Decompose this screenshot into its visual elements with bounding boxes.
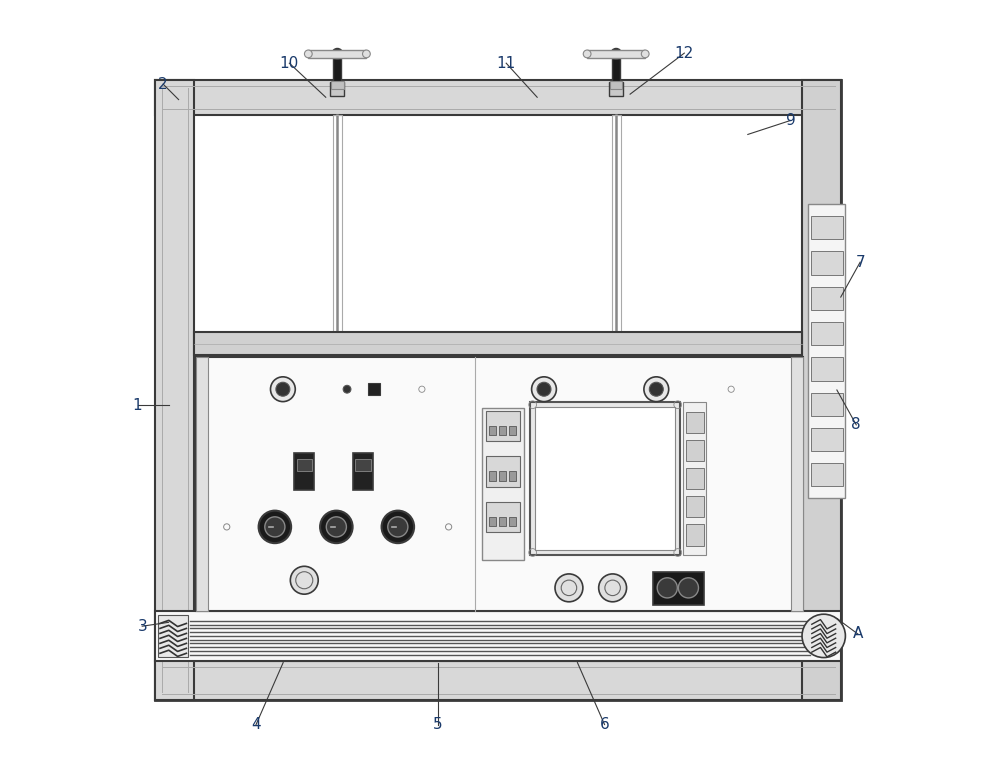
Circle shape <box>611 48 622 59</box>
Circle shape <box>641 50 649 58</box>
Bar <box>158 615 188 658</box>
Bar <box>194 115 802 661</box>
Bar <box>808 204 845 498</box>
Bar <box>489 426 496 434</box>
Bar <box>486 502 520 533</box>
Bar <box>482 407 524 560</box>
Bar <box>587 50 645 58</box>
Bar <box>155 80 841 700</box>
Bar <box>802 80 841 700</box>
Circle shape <box>678 578 698 598</box>
Circle shape <box>276 382 290 396</box>
Circle shape <box>532 377 556 402</box>
Bar <box>612 115 621 332</box>
Circle shape <box>649 382 663 396</box>
Circle shape <box>555 574 583 602</box>
Bar <box>686 496 704 517</box>
Text: 9: 9 <box>786 113 795 128</box>
Bar <box>535 407 675 550</box>
Bar <box>811 216 843 239</box>
Bar <box>355 459 371 471</box>
Bar <box>686 524 704 546</box>
Text: 5: 5 <box>433 717 443 732</box>
Bar <box>297 459 312 471</box>
Bar <box>609 82 623 96</box>
Bar <box>509 426 516 434</box>
Bar <box>353 453 373 491</box>
Bar <box>486 410 520 441</box>
Bar <box>509 517 516 526</box>
Circle shape <box>265 517 285 537</box>
Bar <box>308 50 366 58</box>
Bar <box>368 383 380 395</box>
Bar <box>811 428 843 451</box>
Bar <box>610 81 622 89</box>
Circle shape <box>332 48 343 59</box>
Bar <box>155 611 841 661</box>
Bar <box>155 80 841 115</box>
Text: 8: 8 <box>851 417 861 432</box>
Circle shape <box>644 377 669 402</box>
Circle shape <box>382 511 414 543</box>
Text: 4: 4 <box>251 717 261 732</box>
Circle shape <box>304 50 312 58</box>
Bar <box>294 453 314 491</box>
Bar <box>499 517 506 526</box>
Circle shape <box>363 50 370 58</box>
Text: 7: 7 <box>855 255 865 270</box>
Bar <box>686 468 704 489</box>
Bar <box>331 81 344 89</box>
Circle shape <box>802 614 845 658</box>
Text: 12: 12 <box>675 45 694 61</box>
Circle shape <box>583 50 591 58</box>
Text: 1: 1 <box>133 398 142 413</box>
Text: A: A <box>853 626 863 641</box>
Bar <box>530 402 680 555</box>
Bar <box>653 573 704 605</box>
Bar <box>811 251 843 275</box>
Bar <box>194 332 802 355</box>
Bar <box>155 80 194 700</box>
Bar <box>489 471 496 480</box>
Bar <box>811 392 843 416</box>
Circle shape <box>599 574 627 602</box>
Text: 3: 3 <box>137 619 147 633</box>
Bar <box>811 463 843 487</box>
Bar <box>683 402 706 555</box>
Bar <box>791 356 803 611</box>
Circle shape <box>290 566 318 594</box>
Text: 11: 11 <box>497 55 516 71</box>
Bar <box>811 322 843 346</box>
Bar <box>811 287 843 310</box>
Bar <box>686 412 704 433</box>
Bar <box>509 471 516 480</box>
Circle shape <box>657 578 677 598</box>
Text: 2: 2 <box>158 76 168 91</box>
Circle shape <box>320 511 353 543</box>
Bar <box>811 357 843 381</box>
Circle shape <box>343 385 351 393</box>
Text: 6: 6 <box>600 717 609 732</box>
Bar <box>330 82 344 96</box>
Bar <box>499 426 506 434</box>
Bar <box>333 115 342 332</box>
Bar <box>499 471 506 480</box>
Circle shape <box>537 382 551 396</box>
Bar <box>486 456 520 487</box>
Text: 10: 10 <box>280 55 299 71</box>
Circle shape <box>259 511 291 543</box>
Bar <box>333 54 341 87</box>
Circle shape <box>270 377 295 402</box>
Circle shape <box>326 517 346 537</box>
Circle shape <box>388 517 408 537</box>
Bar <box>196 356 803 611</box>
Bar <box>686 440 704 461</box>
Bar <box>196 356 208 611</box>
Bar <box>612 54 620 87</box>
Bar <box>155 661 841 700</box>
Bar <box>489 517 496 526</box>
